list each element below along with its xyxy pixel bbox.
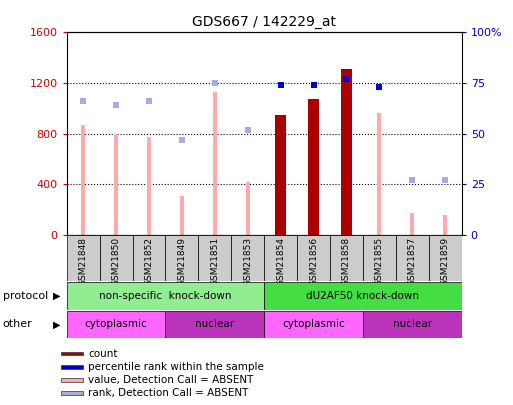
Text: protocol: protocol — [3, 291, 48, 301]
Bar — [363, 235, 396, 281]
Bar — [180, 196, 184, 235]
Bar — [147, 137, 151, 235]
Bar — [264, 282, 462, 310]
Text: value, Detection Call = ABSENT: value, Detection Call = ABSENT — [88, 375, 253, 385]
Bar — [165, 235, 199, 281]
Bar — [297, 235, 330, 281]
Text: GSM21859: GSM21859 — [441, 237, 450, 286]
Text: percentile rank within the sample: percentile rank within the sample — [88, 362, 264, 372]
Text: GSM21848: GSM21848 — [78, 237, 88, 286]
Bar — [363, 311, 462, 338]
Bar — [61, 352, 83, 356]
Bar — [341, 69, 352, 235]
Bar — [67, 311, 165, 338]
Bar — [396, 235, 429, 281]
Bar — [199, 235, 231, 281]
Text: count: count — [88, 349, 118, 358]
Bar — [378, 113, 381, 235]
Bar — [81, 125, 85, 235]
Text: cytoplasmic: cytoplasmic — [85, 320, 147, 329]
Bar — [67, 235, 100, 281]
Bar — [264, 311, 363, 338]
Bar — [165, 311, 264, 338]
Bar — [429, 235, 462, 281]
Text: GSM21851: GSM21851 — [210, 237, 220, 286]
Text: GSM21856: GSM21856 — [309, 237, 318, 286]
Text: other: other — [3, 320, 32, 329]
Bar — [61, 365, 83, 369]
Bar — [100, 235, 132, 281]
Bar — [264, 235, 297, 281]
Text: GSM21857: GSM21857 — [408, 237, 417, 286]
Text: nuclear: nuclear — [195, 320, 234, 329]
Text: nuclear: nuclear — [393, 320, 432, 329]
Text: non-specific  knock-down: non-specific knock-down — [99, 291, 232, 301]
Text: GSM21854: GSM21854 — [276, 237, 285, 286]
Bar — [67, 282, 264, 310]
Bar — [246, 182, 250, 235]
Title: GDS667 / 142229_at: GDS667 / 142229_at — [192, 15, 336, 29]
Text: cytoplasmic: cytoplasmic — [282, 320, 345, 329]
Text: ▶: ▶ — [53, 320, 61, 329]
Bar — [213, 92, 217, 235]
Text: GSM21852: GSM21852 — [145, 237, 153, 286]
Bar — [61, 378, 83, 382]
Bar — [61, 391, 83, 395]
Bar — [132, 235, 165, 281]
Text: ▶: ▶ — [53, 291, 61, 301]
Text: GSM21850: GSM21850 — [111, 237, 121, 286]
Bar — [114, 134, 118, 235]
Bar — [330, 235, 363, 281]
Text: GSM21849: GSM21849 — [177, 237, 186, 286]
Bar — [275, 115, 286, 235]
Bar — [308, 100, 319, 235]
Bar — [410, 213, 415, 235]
Bar — [231, 235, 264, 281]
Text: GSM21853: GSM21853 — [243, 237, 252, 286]
Text: dU2AF50 knock-down: dU2AF50 knock-down — [306, 291, 420, 301]
Bar — [443, 215, 447, 235]
Text: GSM21855: GSM21855 — [375, 237, 384, 286]
Text: GSM21858: GSM21858 — [342, 237, 351, 286]
Text: rank, Detection Call = ABSENT: rank, Detection Call = ABSENT — [88, 388, 249, 398]
